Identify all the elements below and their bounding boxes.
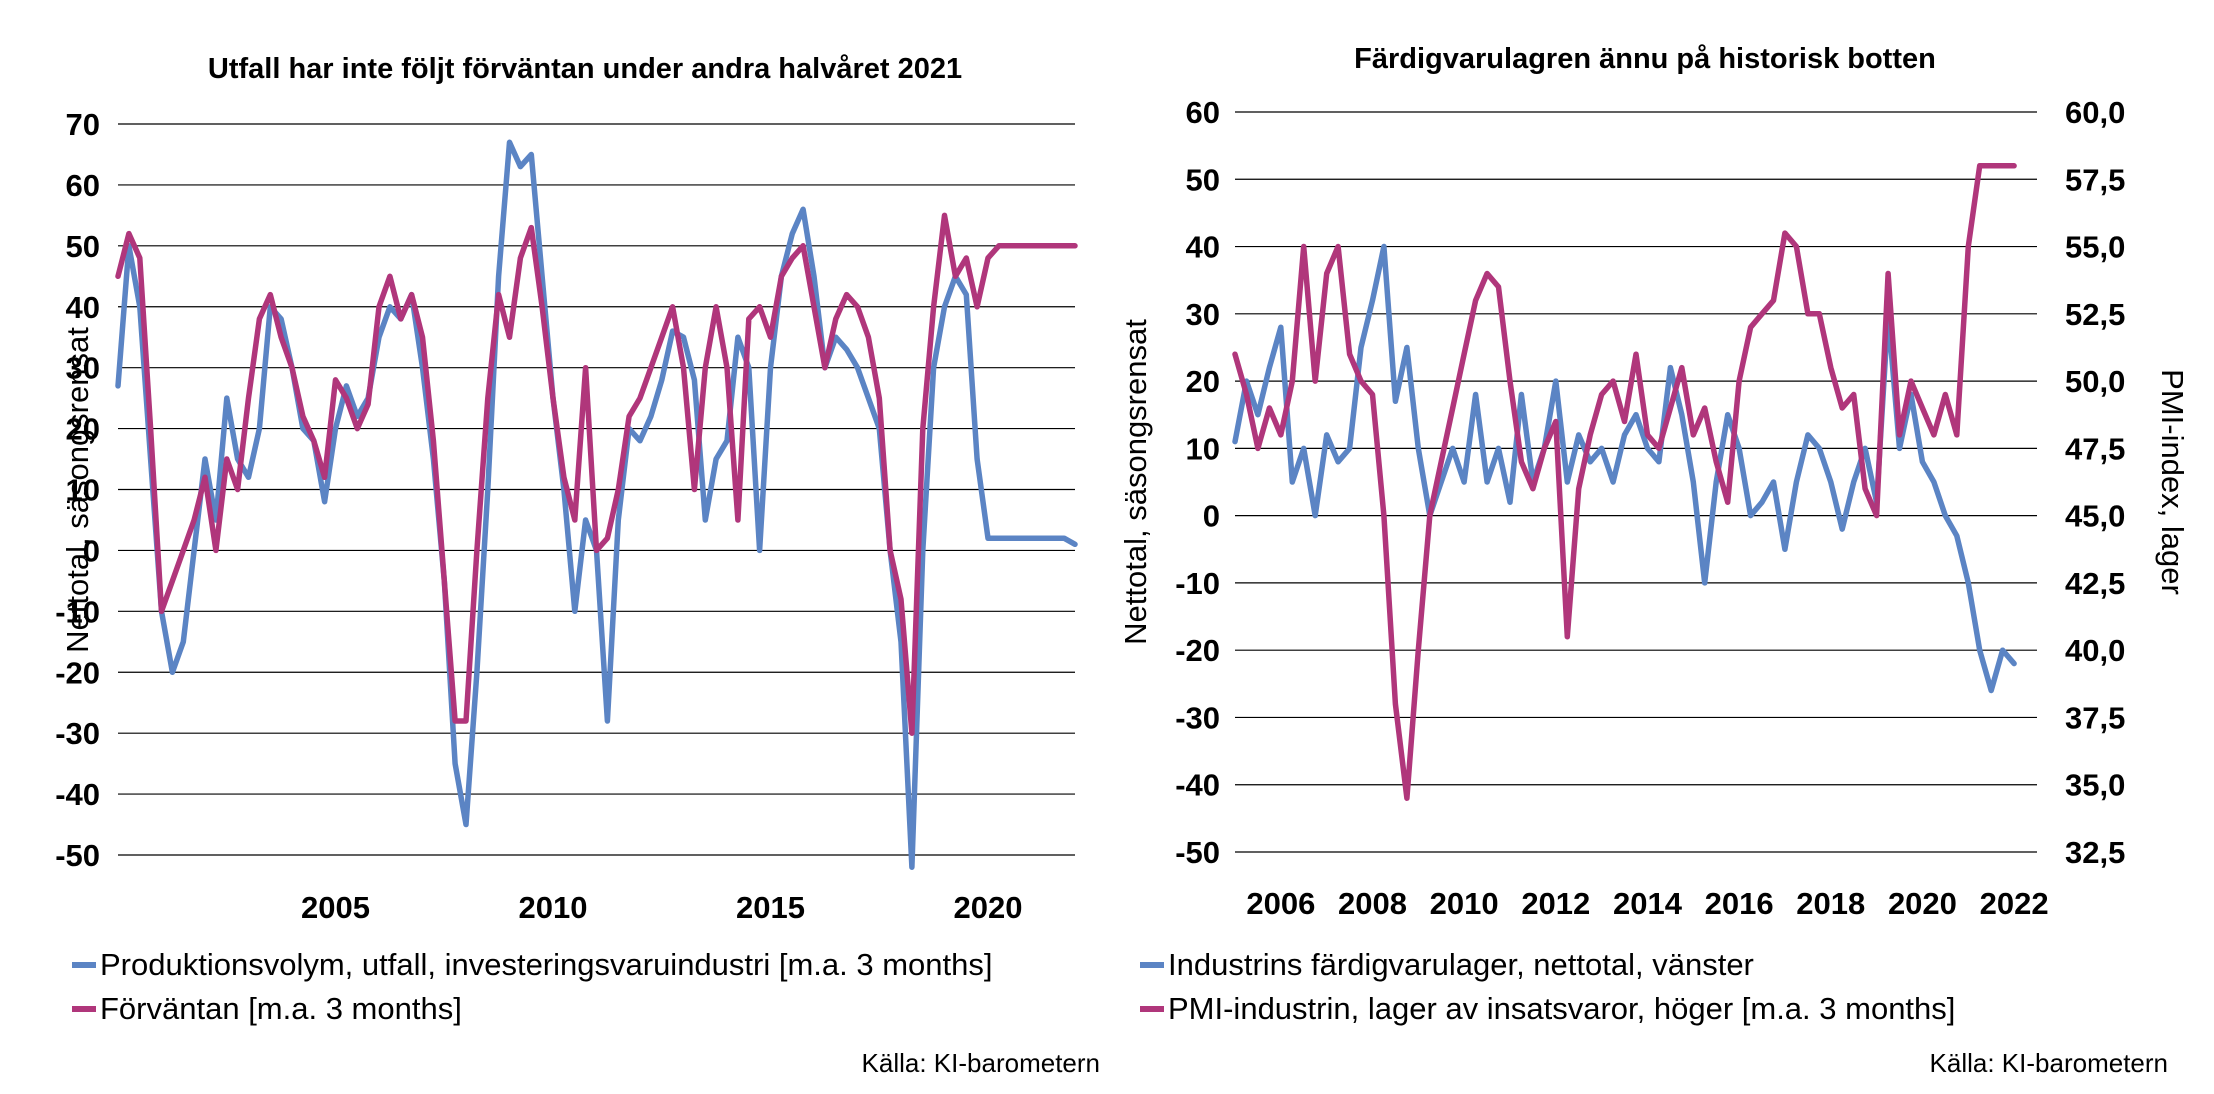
- x-tick-label: 2012: [1521, 886, 1590, 921]
- y-tick-label: -50: [55, 838, 100, 873]
- chart-title: Utfall har inte följt förväntan under an…: [208, 53, 962, 85]
- series-line-2: [115, 212, 1078, 736]
- series-line-2: [1232, 163, 2017, 801]
- y-axis-label-right: PMI-index, lager: [2155, 369, 2190, 595]
- series-line-1: [1232, 243, 2017, 694]
- y-right-tick-label: 57,5: [2065, 162, 2125, 197]
- y-tick-label: 20: [66, 412, 100, 447]
- y-tick-label: 60: [66, 168, 100, 203]
- legend-entry-1: Produktionsvolym, utfall, investeringsva…: [100, 947, 993, 982]
- left-chart: Utfall har inte följt förväntan under an…: [55, 53, 1100, 1078]
- source-note: Källa: KI-barometern: [862, 1048, 1100, 1078]
- y-tick-label: 50: [66, 229, 100, 264]
- y-right-tick-label: 47,5: [2065, 431, 2125, 466]
- x-tick-label: 2016: [1705, 886, 1774, 921]
- y-right-tick-label: 42,5: [2065, 566, 2125, 601]
- source-note: Källa: KI-barometern: [1930, 1048, 2168, 1078]
- y-right-tick-label: 37,5: [2065, 700, 2125, 735]
- y-tick-label: 0: [1203, 499, 1220, 534]
- x-tick-label: 2005: [301, 890, 370, 925]
- y-tick-label: -10: [1175, 566, 1220, 601]
- x-tick-label: 2022: [1980, 886, 2049, 921]
- y-tick-label: -30: [1175, 700, 1220, 735]
- legend-entry-2: Förväntan [m.a. 3 months]: [100, 991, 462, 1026]
- y-tick-label: 30: [1186, 297, 1220, 332]
- x-tick-label: 2010: [519, 890, 588, 925]
- y-right-tick-label: 35,0: [2065, 768, 2125, 803]
- y-tick-label: -40: [55, 777, 100, 812]
- y-tick-label: -10: [55, 594, 100, 629]
- x-tick-label: 2018: [1796, 886, 1865, 921]
- x-tick-label: 2008: [1338, 886, 1407, 921]
- y-tick-label: 0: [83, 533, 100, 568]
- y-tick-label: 10: [66, 473, 100, 508]
- y-axis-label: Nettotal, säsongsrensat: [1118, 319, 1153, 645]
- y-right-tick-label: 40,0: [2065, 633, 2125, 668]
- x-tick-label: 2015: [736, 890, 805, 925]
- right-chart-panel: Färdigvarulagren ännu på historisk botte…: [1110, 0, 2214, 1094]
- x-tick-label: 2010: [1430, 886, 1499, 921]
- y-tick-label: 30: [66, 351, 100, 386]
- x-tick-label: 2014: [1613, 886, 1683, 921]
- y-tick-label: 20: [1186, 364, 1220, 399]
- x-tick-label: 2020: [954, 890, 1023, 925]
- y-tick-label: 40: [66, 290, 100, 325]
- y-tick-label: 40: [1186, 230, 1220, 265]
- y-tick-label: -20: [1175, 633, 1220, 668]
- y-tick-label: 10: [1186, 431, 1220, 466]
- y-tick-label: 70: [66, 107, 100, 142]
- x-tick-label: 2020: [1888, 886, 1957, 921]
- legend-entry-2: PMI-industrin, lager av insatsvaror, hög…: [1168, 991, 1955, 1026]
- y-tick-label: 50: [1186, 162, 1220, 197]
- y-tick-label: -20: [55, 655, 100, 690]
- y-tick-label: -50: [1175, 835, 1220, 870]
- y-right-tick-label: 45,0: [2065, 499, 2125, 534]
- y-right-tick-label: 50,0: [2065, 364, 2125, 399]
- legend-entry-1: Industrins färdigvarulager, nettotal, vä…: [1168, 947, 1754, 982]
- y-right-tick-label: 32,5: [2065, 835, 2125, 870]
- chart-title: Färdigvarulagren ännu på historisk botte…: [1354, 43, 1936, 75]
- y-axis-label: Nettotal, säsongsrensat: [60, 327, 95, 653]
- left-chart-panel: Utfall har inte följt förväntan under an…: [55, 53, 1100, 1078]
- right-chart: Färdigvarulagren ännu på historisk botte…: [1118, 43, 2190, 1078]
- y-right-tick-label: 60,0: [2065, 95, 2125, 130]
- y-tick-label: -30: [55, 716, 100, 751]
- y-right-tick-label: 55,0: [2065, 230, 2125, 265]
- x-tick-label: 2006: [1246, 886, 1315, 921]
- y-tick-label: -40: [1175, 768, 1220, 803]
- y-tick-label: 60: [1186, 95, 1220, 130]
- y-right-tick-label: 52,5: [2065, 297, 2125, 332]
